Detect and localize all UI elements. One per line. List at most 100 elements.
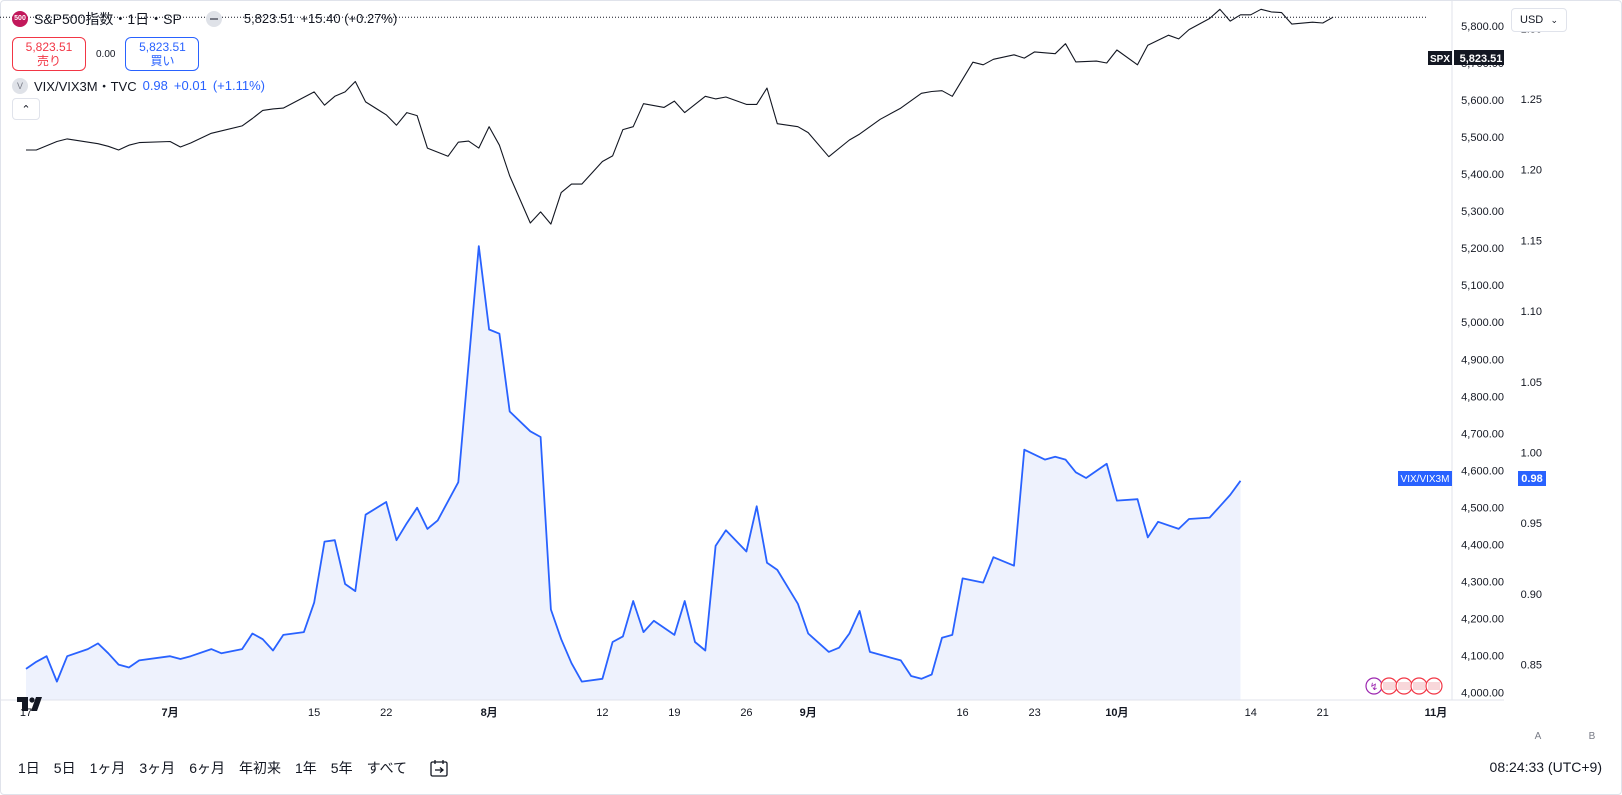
vix-change: +0.01 [173, 78, 207, 93]
time-axis-tick-label: 19 [668, 707, 680, 719]
range-ytd[interactable]: 年初来 [238, 760, 281, 776]
spx-axis-tick-label: 4,000.00 [1461, 688, 1504, 700]
buy-button[interactable]: 5,823.51 買い [125, 37, 200, 71]
series-layer [0, 8, 1428, 700]
spx-legend-row: 500 S&P500指数・1日・SP 5,823.51 +15.40 (+0.2… [12, 10, 397, 28]
vix-tag: VIX/VIX3M [1401, 474, 1450, 485]
vix-axis-tick-label: 0.85 [1521, 660, 1542, 672]
vix-axis-tick-label: 1.15 [1521, 235, 1542, 247]
spx-axis-tick-label: 5,500.00 [1461, 132, 1504, 144]
spx-axis-tick-label: 4,300.00 [1461, 576, 1504, 588]
price-change: +15.40 (+0.27%) [300, 11, 398, 26]
spx-price-axis[interactable]: 4,000.00 4,100.00 4,200.00 4,300.00 4,400.00… [1461, 21, 1504, 700]
currency-label: USD [1520, 14, 1544, 26]
vix-value: 0.98 [142, 78, 168, 93]
spx-axis-tick-label: 5,400.00 [1461, 169, 1504, 181]
range-3m[interactable]: 3ヶ月 [139, 760, 176, 776]
spx-axis-tick-label: 4,500.00 [1461, 502, 1504, 514]
sp500-logo-icon: 500 [12, 11, 28, 27]
spx-axis-tick-label: 5,200.00 [1461, 243, 1504, 255]
spx-axis-tick-label: 4,100.00 [1461, 651, 1504, 663]
log-scale-button[interactable]: B [1588, 730, 1596, 742]
spx-tag-bg [1428, 51, 1452, 65]
time-axis-tick-label: 8月 [481, 706, 498, 719]
spx-axis-tick-label: 4,800.00 [1461, 391, 1504, 403]
range-5d[interactable]: 5日 [53, 760, 76, 776]
event-markers[interactable]: ↯ [1364, 676, 1448, 698]
time-axis-tick-label: 9月 [800, 706, 817, 719]
vix-price-axis[interactable]: 0.850.900.951.001.051.101.151.201.251.30 [1521, 23, 1542, 671]
vix-name: VIX/VIX3M・TVC [34, 79, 137, 94]
spx-axis-tick-label: 5,800.00 [1461, 21, 1504, 33]
buy-label: 買い [150, 54, 175, 68]
last-price: 5,823.51 [243, 11, 295, 26]
vix-last-price-bg [1518, 471, 1546, 486]
vix-legend-row[interactable]: V VIX/VIX3M・TVC 0.98 +0.01 (+1.11%) [12, 76, 265, 95]
vix-axis-tick-label: 1.10 [1521, 306, 1542, 318]
spx-axis-tick-label: 4,400.00 [1461, 539, 1504, 551]
vix-axis-tick-label: 0.95 [1521, 518, 1542, 530]
sell-label: 売り [36, 54, 61, 68]
spx-axis-tick-label: 4,700.00 [1461, 428, 1504, 440]
spx-axis-tick-label: 4,200.00 [1461, 614, 1504, 626]
buy-price: 5,823.51 [139, 40, 186, 54]
vix-axis-tick-label: 1.20 [1521, 165, 1542, 177]
time-axis-tick-label: 21 [1317, 707, 1329, 719]
currency-select[interactable]: USD ⌄ [1511, 8, 1567, 32]
range-5y[interactable]: 5年 [330, 760, 353, 776]
vix-tag-bg [1398, 471, 1452, 486]
trade-buttons: 5,823.51 売り 0.00 5,823.51 買い [12, 37, 200, 71]
goto-date-icon[interactable] [429, 758, 449, 778]
range-all[interactable]: すべて [366, 760, 408, 776]
price-tags: SPX 5,823.51 VIX/VIX3M [1398, 50, 1504, 486]
chevron-down-icon: ⌄ [1550, 14, 1558, 25]
spx-axis-tick-label: 5,600.00 [1461, 95, 1504, 107]
spx-axis-tick-label: 4,600.00 [1461, 465, 1504, 477]
time-axis[interactable]: 17 7月 15 22 8月 12 19 26 9月 16 23 10月 14 21 11月 [20, 706, 1447, 719]
range-1d[interactable]: 1日 [18, 760, 40, 776]
time-axis-tick-label: 7月 [162, 706, 179, 719]
time-axis-tick-label: 14 [1245, 707, 1257, 719]
time-axis-tick-label: 22 [380, 707, 392, 719]
range-6m[interactable]: 6ヶ月 [189, 760, 225, 776]
vix-axis-tick-label: 1.25 [1521, 94, 1542, 106]
time-axis-tick-label: 11月 [1425, 706, 1448, 719]
time-axis-tick-label: 12 [596, 707, 608, 719]
spx-axis-tick-label: 5,300.00 [1461, 206, 1504, 218]
chart-canvas[interactable]: 4,000.00 4,100.00 4,200.00 4,300.00 4,400.00… [0, 0, 1504, 724]
time-axis-tick-label: 15 [308, 707, 320, 719]
vix-area-fill [26, 246, 1241, 700]
tradingview-logo-icon[interactable] [17, 695, 47, 713]
spread-value: 0.00 [96, 48, 116, 60]
auto-scale-button[interactable]: A [1534, 730, 1542, 742]
time-axis-tick-label: 10月 [1105, 706, 1128, 719]
spx-axis-tick-label: 5,100.00 [1461, 280, 1504, 292]
legend: 500 S&P500指数・1日・SP 5,823.51 +15.40 (+0.2… [12, 10, 397, 28]
spx-last-price: 5,823.51 [1460, 53, 1503, 65]
range-1y[interactable]: 1年 [294, 760, 317, 776]
vix-logo-icon: V [12, 77, 28, 94]
chevron-up-icon: ⌃ [21, 103, 31, 116]
spx-tag: SPX [1430, 54, 1450, 65]
time-axis-tick-label: 16 [956, 707, 968, 719]
bottom-toolbar: 1日 5日 1ヶ月 3ヶ月 6ヶ月 年初来 1年 5年 すべて 08:24:33… [0, 743, 1620, 793]
time-axis-tick-label: 26 [740, 707, 752, 719]
vix-last-price: 0.98 [1521, 473, 1542, 485]
svg-text:↯: ↯ [1370, 682, 1378, 693]
symbol-title[interactable]: S&P500指数・1日・SP [34, 11, 182, 27]
range-selector: 1日 5日 1ヶ月 3ヶ月 6ヶ月 年初来 1年 5年 すべて [18, 758, 407, 778]
us-flag-events-icon[interactable] [1380, 677, 1443, 695]
range-1m[interactable]: 1ヶ月 [89, 760, 126, 776]
vix-axis-tick-label: 0.90 [1521, 589, 1542, 601]
spx-last-price-bg [1454, 50, 1504, 65]
vix-price-axis-canvas[interactable]: 0.850.900.951.001.051.101.151.201.251.30… [1508, 0, 1572, 724]
collapse-legend-button[interactable]: ⌃ [12, 98, 40, 120]
sell-button[interactable]: 5,823.51 売り [12, 37, 86, 71]
spx-series-line [26, 8, 1334, 225]
clock[interactable]: 08:24:33 (UTC+9) [1489, 759, 1602, 775]
vix-series-line [25, 245, 1242, 683]
vix-axis-tick-label: 1.00 [1521, 448, 1542, 460]
vix-axis-tick-label: 1.05 [1521, 377, 1542, 389]
market-status-icon[interactable] [205, 11, 222, 27]
vix-change-pct: (+1.11%) [212, 78, 265, 93]
